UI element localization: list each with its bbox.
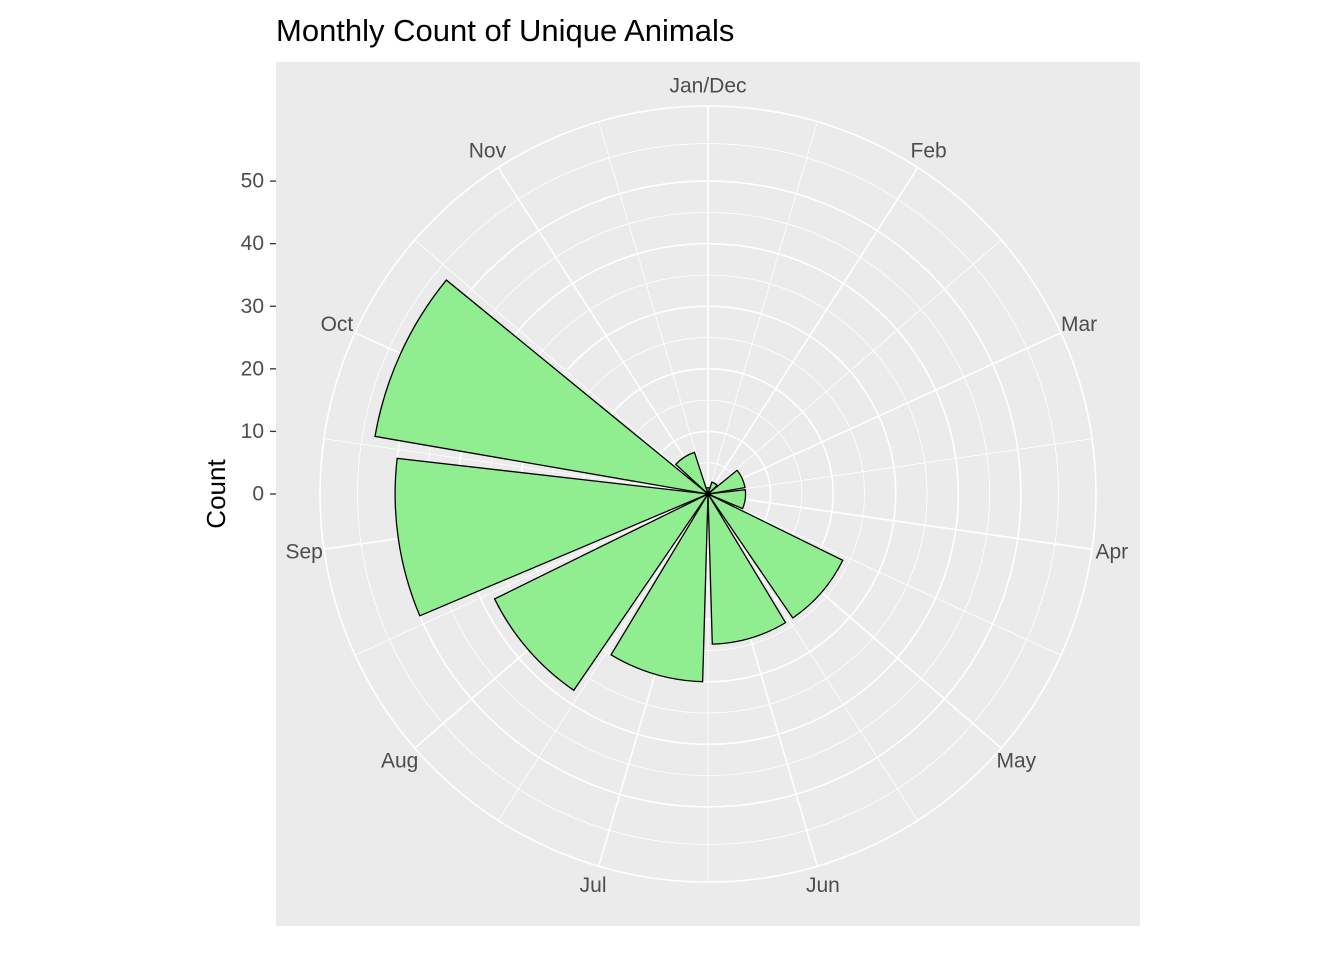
minor-spoke bbox=[707, 493, 919, 821]
month-label: Jun bbox=[806, 874, 840, 897]
month-labels: Jan/Dec Feb Mar Apr May Jun Jul Aug Sep Oct Nov bbox=[286, 75, 1129, 898]
bar-apr bbox=[705, 489, 747, 510]
y-tick-label: 30 bbox=[241, 295, 264, 318]
minor-spoke bbox=[707, 239, 1002, 495]
y-tick-label: 0 bbox=[252, 483, 264, 506]
bar-sep bbox=[394, 457, 711, 617]
bar-aug bbox=[493, 492, 710, 692]
minor-spoke bbox=[707, 121, 818, 495]
y-axis: 0 10 20 30 40 50 bbox=[241, 170, 276, 506]
bar-feb bbox=[706, 481, 719, 497]
y-tick-label: 10 bbox=[241, 420, 264, 443]
month-label: Nov bbox=[469, 139, 507, 162]
minor-spoke bbox=[497, 493, 709, 821]
minor-spoke bbox=[707, 438, 1093, 495]
bar-may bbox=[706, 492, 844, 619]
bar-jul bbox=[610, 491, 709, 683]
y-axis-title: Count bbox=[201, 459, 231, 529]
bar-mar bbox=[705, 469, 746, 496]
minor-spoke bbox=[598, 121, 709, 495]
chart-title: Monthly Count of Unique Animals bbox=[276, 13, 734, 48]
bar-oct bbox=[374, 279, 711, 496]
bar-jun bbox=[707, 491, 787, 645]
month-label: Sep bbox=[286, 541, 323, 564]
y-tick-label: 50 bbox=[241, 170, 264, 193]
month-label: Apr bbox=[1095, 541, 1128, 564]
bar-nov bbox=[674, 451, 710, 497]
minor-spoke bbox=[354, 493, 709, 656]
major-spoke bbox=[707, 167, 919, 495]
major-spoke bbox=[707, 332, 1062, 495]
major-spoke bbox=[497, 167, 709, 495]
month-label: Jul bbox=[580, 874, 607, 897]
minor-spoke bbox=[707, 493, 1062, 656]
y-tick-label: 40 bbox=[241, 232, 264, 255]
major-spoke bbox=[707, 493, 1093, 551]
month-label: Mar bbox=[1061, 313, 1097, 336]
y-tick-label: 20 bbox=[241, 357, 264, 380]
minor-spoke bbox=[414, 239, 709, 495]
month-label: Jan/Dec bbox=[669, 75, 746, 98]
month-label: May bbox=[996, 750, 1036, 773]
bars bbox=[374, 279, 844, 692]
month-label: Oct bbox=[321, 313, 354, 336]
month-label: Aug bbox=[381, 750, 418, 773]
minor-spoke bbox=[323, 438, 709, 495]
month-label: Feb bbox=[911, 139, 947, 162]
